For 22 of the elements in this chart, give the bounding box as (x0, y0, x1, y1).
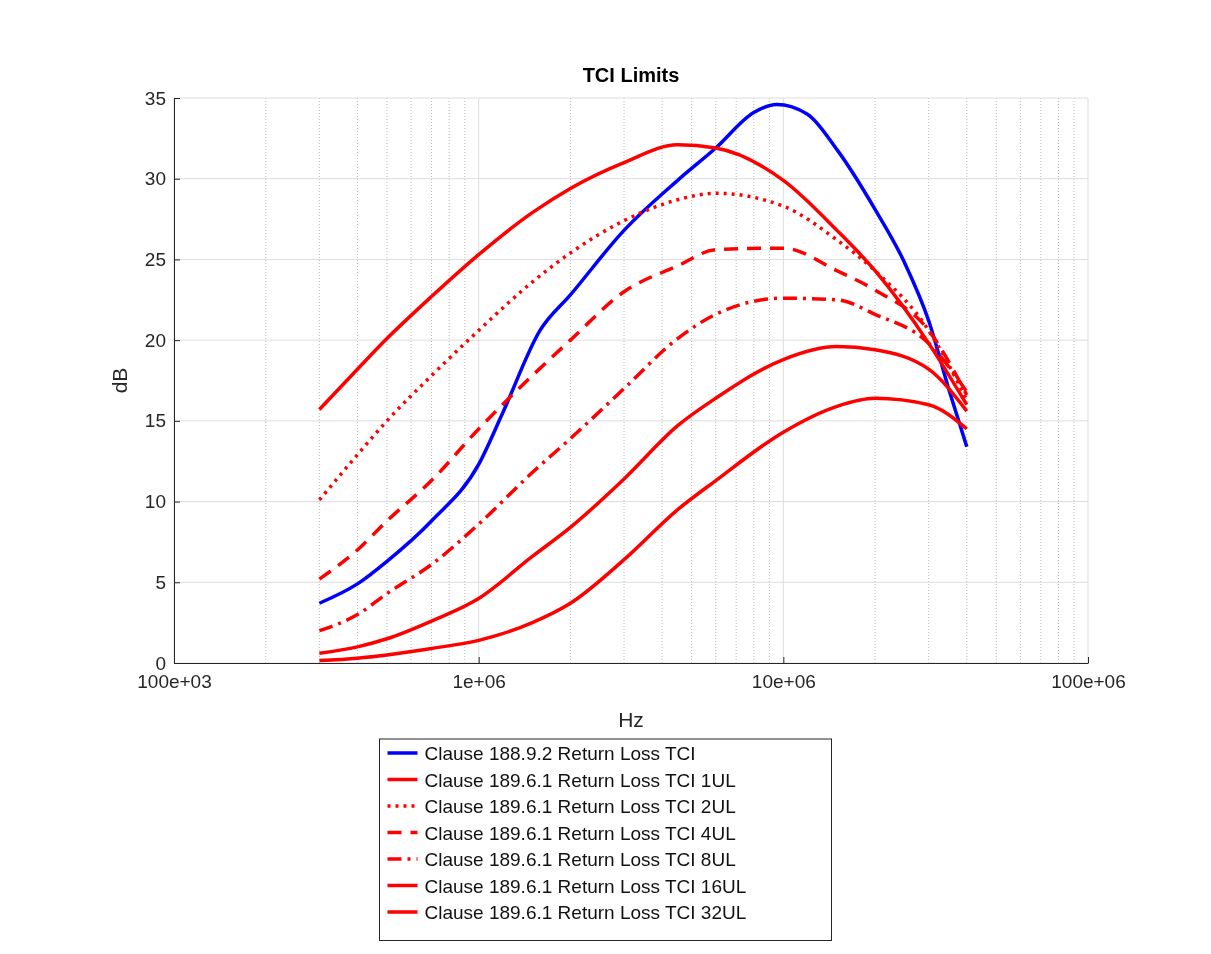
legend-label: Clause 189.6.1 Return Loss TCI 16UL (424, 875, 747, 897)
y-tick-label: 15 (144, 410, 166, 432)
legend-label: Clause 189.6.1 Return Loss TCI 8UL (424, 849, 736, 870)
y-axis-title: dB (108, 367, 131, 394)
chart-title: TCI Limits (582, 64, 680, 86)
legend-label: Clause 189.6.1 Return Loss TCI 32UL (424, 902, 747, 923)
y-tick-label: 25 (144, 249, 166, 271)
y-tick-label: 5 (155, 571, 166, 593)
x-tick-label: 10e+06 (751, 671, 816, 693)
y-tick-label: 10 (144, 491, 166, 513)
legend-label: Clause 189.6.1 Return Loss TCI 1UL (424, 769, 736, 791)
y-tick-label: 20 (144, 329, 166, 351)
legend-label: Clause 189.6.1 Return Loss TCI 4UL (424, 822, 736, 844)
x-tick-label: 100e+06 (1051, 671, 1126, 693)
legend-label: Clause 188.9.2 Return Loss TCI (424, 743, 696, 764)
x-tick-label: 1e+06 (452, 671, 506, 693)
legend-label: Clause 189.6.1 Return Loss TCI 2UL (424, 796, 736, 817)
x-axis-title: Hz (618, 708, 644, 731)
y-tick-label: 35 (144, 87, 166, 109)
x-tick-label: 100e+03 (137, 671, 212, 693)
y-tick-label: 0 (155, 652, 166, 674)
y-tick-label: 30 (144, 168, 166, 190)
